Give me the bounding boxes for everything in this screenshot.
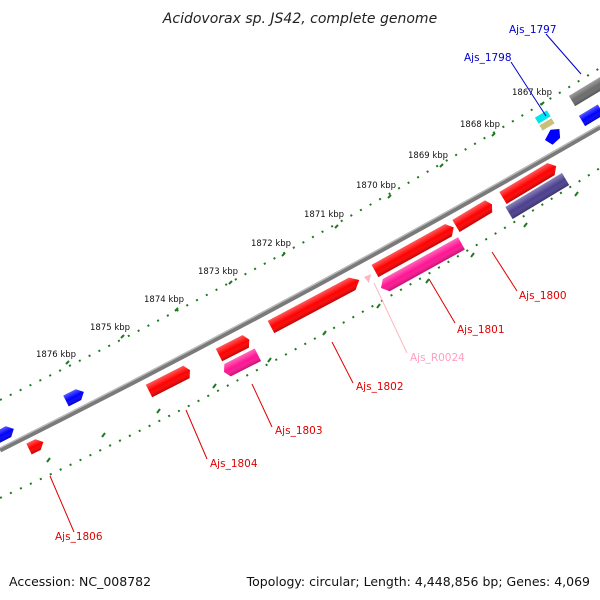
kbp-label: 1872 kbp xyxy=(251,239,291,249)
gene-ajs-r0024[interactable] xyxy=(364,274,371,283)
kbp-label: 1874 kbp xyxy=(144,295,184,305)
reverse-strand-genes xyxy=(26,104,600,455)
kbp-label: 1870 kbp xyxy=(356,181,396,191)
kbp-label: 1869 kbp xyxy=(408,151,448,161)
gene-ajs-1801[interactable] xyxy=(378,237,465,294)
accession-text: Accession: NC_008782 xyxy=(9,574,151,589)
kbp-labels: 1867 kbp 1868 kbp 1869 kbp 1870 kbp 1871… xyxy=(36,88,552,360)
gene-ajs-1804[interactable] xyxy=(145,364,193,398)
kbp-label: 1867 kbp xyxy=(512,88,552,98)
gene-ajs-1798[interactable] xyxy=(534,110,551,124)
leader-lines xyxy=(49,33,582,533)
gene-blue-left-a[interactable] xyxy=(63,387,86,407)
gene-red-1801-upper[interactable] xyxy=(371,221,458,278)
gene-label-ajs-1804[interactable]: Ajs_1804 xyxy=(210,458,258,470)
genome-summary-text: Topology: circular; Length: 4,448,856 bp… xyxy=(246,574,590,589)
gene-label-ajs-1801[interactable]: Ajs_1801 xyxy=(457,324,505,336)
gene-ajs-1798-b[interactable] xyxy=(539,118,555,131)
map-title: Acidovorax sp. JS42, complete genome xyxy=(162,11,437,27)
gene-ajs-1802[interactable] xyxy=(267,274,363,334)
gene-blue-small[interactable] xyxy=(542,126,565,147)
kbp-label: 1873 kbp xyxy=(198,267,238,277)
gene-label-ajs-1806[interactable]: Ajs_1806 xyxy=(55,531,103,543)
kbp-label: 1871 kbp xyxy=(304,210,344,220)
genome-backbone xyxy=(0,124,600,453)
inner-tick-ring xyxy=(0,167,600,499)
gene-ajs-1800[interactable] xyxy=(452,198,495,233)
gene-label-ajs-r0024[interactable]: Ajs_R0024 xyxy=(410,352,465,364)
gene-label-ajs-1798[interactable]: Ajs_1798 xyxy=(464,52,512,64)
gene-label-ajs-1802[interactable]: Ajs_1802 xyxy=(356,381,404,393)
gene-labels: Ajs_1797 Ajs_1798 Ajs_1800 Ajs_1801 Ajs_… xyxy=(55,24,567,543)
gene-label-ajs-1797[interactable]: Ajs_1797 xyxy=(509,24,557,36)
gene-navy-1800[interactable] xyxy=(505,173,570,220)
gene-ajs-1806[interactable] xyxy=(26,437,46,455)
gene-blue-top-right[interactable] xyxy=(578,104,600,127)
gene-blue-left-b[interactable] xyxy=(0,424,17,444)
kbp-label: 1876 kbp xyxy=(36,350,76,360)
gene-ajs-1803[interactable] xyxy=(221,348,262,379)
kbp-label: 1875 kbp xyxy=(90,323,130,333)
reverse-strand-outer-genes xyxy=(221,173,570,379)
outer-tick-ring xyxy=(0,67,600,401)
forward-strand-genes xyxy=(0,75,600,444)
gene-red-1799[interactable] xyxy=(499,160,559,205)
gene-ajs-1797[interactable] xyxy=(568,75,600,107)
gene-label-ajs-1800[interactable]: Ajs_1800 xyxy=(519,290,567,302)
kbp-label: 1868 kbp xyxy=(460,120,500,130)
gene-red-mid[interactable] xyxy=(215,333,253,362)
gene-label-ajs-1803[interactable]: Ajs_1803 xyxy=(275,425,323,437)
kbp-major-ticks xyxy=(46,101,579,463)
